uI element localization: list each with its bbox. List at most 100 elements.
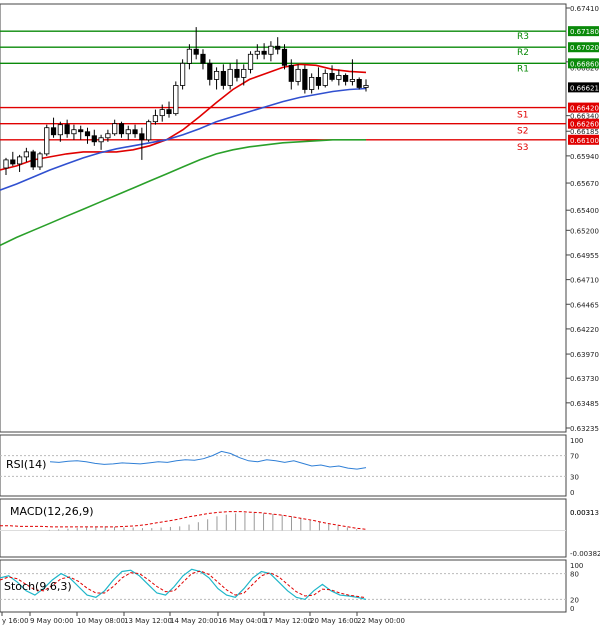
current-price-label: 0.66621	[570, 84, 599, 92]
stoch-tick-label: 100	[570, 562, 583, 570]
candle-down	[234, 68, 240, 78]
candles	[3, 27, 369, 175]
candle-up	[322, 72, 328, 86]
candle-up	[213, 70, 220, 80]
candle-down	[64, 124, 70, 135]
candle-down	[329, 72, 335, 80]
candle-up	[247, 53, 254, 70]
rsi-panel	[0, 434, 567, 497]
level-price-label: 0.66260	[570, 121, 599, 129]
price-tick-label: 0.65940	[570, 153, 599, 161]
price-tick-label: 0.65670	[570, 180, 599, 188]
macd-tick-label: 0.0031	[570, 509, 595, 517]
candle-up	[37, 153, 43, 168]
candle-up	[112, 123, 118, 135]
time-tick-label: 22 May 00:00	[357, 617, 405, 625]
price-tick-label: 0.64465	[570, 301, 599, 309]
candle-up	[241, 68, 247, 78]
level-name-s2: S2	[517, 127, 528, 137]
candle-down	[78, 129, 84, 133]
level-price-tag	[568, 26, 599, 37]
level-price-label: 0.66860	[570, 60, 599, 68]
level-price-label: 0.66100	[570, 137, 599, 145]
candle-up	[125, 129, 131, 135]
stoch-tick-label: 0	[570, 605, 574, 613]
candle-up	[159, 109, 165, 117]
rsi-tick-label: 70	[570, 453, 579, 461]
macd-tick-label: -0.003827	[570, 550, 600, 558]
candle-up	[254, 50, 260, 55]
candle-up	[227, 68, 233, 86]
price-tick-label: 0.65200	[570, 227, 599, 235]
candle-down	[10, 159, 16, 165]
time-tick-label: 13 May 12:00	[124, 617, 172, 625]
moving-averages	[0, 63, 367, 247]
price-tick-label: 0.66820	[570, 64, 599, 72]
candle-up	[3, 159, 9, 169]
time-tick-label: 9 May 00:00	[30, 617, 74, 625]
price-tick-label: 0.66340	[570, 113, 599, 121]
candle-up	[71, 129, 77, 135]
macd-panel	[0, 498, 567, 558]
price-tick-label: 0.63730	[570, 375, 599, 383]
candle-up	[16, 156, 23, 165]
candle-up	[23, 151, 29, 158]
rsi-label: RSI(14)	[6, 458, 46, 471]
candle-down	[207, 62, 213, 80]
level-price-label: 0.67020	[570, 44, 599, 52]
candle-up	[146, 121, 152, 141]
stoch-label: Stoch(9,6,3)	[4, 580, 72, 593]
candle-down	[84, 131, 91, 137]
current-price-marker: 0.66621	[568, 82, 599, 93]
ma-line	[0, 139, 366, 247]
candle-down	[139, 133, 145, 141]
candle-down	[261, 50, 267, 55]
rsi-indicator: 100 70 30 0 RSI(14)	[0, 437, 583, 497]
candle-up	[152, 115, 159, 123]
candle-down	[91, 135, 97, 143]
time-tick-label: y 16:00	[2, 617, 29, 625]
candle-down	[315, 77, 322, 86]
candle-up	[44, 127, 50, 155]
time-tick-label: 10 May 08:00	[77, 617, 125, 625]
time-tick-label: 17 May 12:00	[264, 617, 312, 625]
time-tick-label: 20 May 16:00	[310, 617, 358, 625]
candle-down	[118, 123, 125, 135]
candle-up	[105, 133, 111, 139]
candle-up	[98, 137, 104, 143]
level-price-tag	[568, 58, 599, 69]
candle-up	[363, 85, 369, 88]
candle-down	[132, 129, 138, 135]
price-tick-label: 0.63970	[570, 351, 599, 359]
stoch-k-line	[0, 568, 367, 601]
macd-tick-label: 0.00313	[570, 509, 599, 517]
ma-line	[0, 87, 367, 191]
level-price-tag	[568, 134, 599, 145]
price-tick-label: 0.63485	[570, 400, 599, 408]
candle-down	[50, 127, 57, 136]
price-tick-label: 0.67410	[570, 5, 599, 13]
candle-up	[180, 62, 186, 86]
current-price-tag	[568, 82, 599, 93]
level-name-r3: R3	[517, 32, 529, 42]
price-tick-label: 0.64710	[570, 277, 599, 285]
candle-down	[281, 48, 288, 66]
rsi-tick-label: 0	[570, 489, 574, 497]
candle-up	[173, 85, 179, 115]
level-name-r1: R1	[517, 64, 529, 74]
macd-signal-line	[0, 511, 367, 530]
candle-down	[200, 53, 206, 64]
candle-up	[309, 77, 315, 90]
candle-up	[186, 48, 192, 64]
candle-down	[193, 48, 199, 55]
candle-down	[220, 70, 226, 86]
level-price-label: 0.66420	[570, 105, 599, 113]
price-tick-label: 0.66185	[570, 128, 599, 136]
level-price-label: 0.67180	[570, 28, 599, 36]
time-tick-label: 14 May 20:00	[170, 617, 218, 625]
time-tick-label: 16 May 04:00	[218, 617, 266, 625]
